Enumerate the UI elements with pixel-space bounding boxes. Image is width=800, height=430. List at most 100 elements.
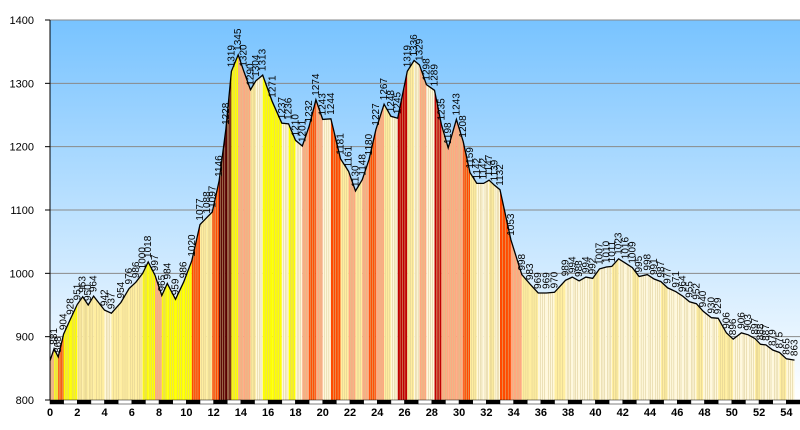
- distance-bar-segment: [281, 399, 296, 405]
- elevation-label: 1319: [226, 45, 237, 68]
- elevation-label: 1181: [335, 133, 346, 155]
- distance-bar-segment: [363, 399, 378, 405]
- x-tick-label: 42: [617, 407, 629, 419]
- distance-bar-segment: [636, 399, 651, 405]
- elevation-label: 1271: [267, 75, 278, 98]
- elevation-label: 976: [124, 267, 135, 284]
- elevation-label: 991: [649, 258, 660, 275]
- elevation-label: 1130: [350, 165, 361, 187]
- elevation-label: 1345: [233, 28, 244, 51]
- distance-bar-segment: [663, 399, 678, 405]
- elevation-label: 964: [89, 275, 100, 292]
- x-tick-label: 0: [47, 407, 53, 419]
- distance-bar-segment: [227, 399, 242, 405]
- elevation-profile-line: [49, 52, 795, 361]
- elevation-label: 1289: [430, 64, 441, 87]
- elevation-label: 1235: [436, 98, 447, 121]
- elevation-label: 963: [78, 276, 89, 293]
- x-tick-label: 14: [235, 407, 248, 419]
- distance-bar-segment: [622, 399, 637, 405]
- x-tick-label: 46: [671, 407, 683, 419]
- distance-bar-segment: [336, 399, 351, 405]
- elevation-label: 964: [678, 275, 689, 292]
- elevation-label: 1147: [484, 154, 495, 176]
- distance-bar-segment: [690, 399, 705, 405]
- elevation-label: 942: [100, 289, 111, 306]
- elevation-label: 868: [53, 336, 64, 353]
- distance-bar-segment: [308, 399, 323, 405]
- elevation-label: 954: [116, 281, 127, 298]
- distance-bar-segment: [499, 399, 514, 405]
- elevation-label: 955: [685, 281, 696, 298]
- elevation-label: 952: [691, 283, 702, 300]
- elevation-label: 1180: [364, 133, 375, 155]
- elevation-label: 950: [83, 284, 94, 301]
- elevation-label: 986: [131, 261, 142, 278]
- distance-bar-segment: [404, 399, 419, 405]
- elevation-label: 986: [179, 261, 190, 278]
- x-tick-label: 10: [180, 407, 192, 419]
- distance-bar-segment: [581, 399, 596, 405]
- distance-bar-segment: [104, 399, 119, 405]
- elevation-label: 970: [550, 271, 561, 288]
- y-tick-label: 1200: [10, 142, 34, 154]
- distance-bar-segment: [717, 399, 733, 405]
- elevation-label: 1244: [326, 92, 337, 115]
- x-tick-label: 44: [644, 407, 657, 419]
- elevation-label: 863: [790, 339, 800, 356]
- distance-bar-segment: [117, 399, 133, 405]
- x-tick-label: 6: [129, 407, 135, 419]
- elevation-label: 1232: [304, 100, 315, 123]
- elevation-label: 989: [560, 259, 571, 276]
- elevation-label: 951: [72, 283, 83, 300]
- elevation-label: 897: [750, 317, 761, 334]
- x-tick-label: 4: [101, 407, 108, 419]
- elevation-label: 1245: [393, 91, 404, 114]
- elevation-label: 997: [150, 254, 161, 271]
- distance-bar-segment: [322, 399, 337, 405]
- distance-bar-segment: [186, 399, 201, 405]
- distance-bar-segment: [595, 399, 610, 405]
- elevation-label: 888: [755, 323, 766, 340]
- elevation-label: 1077: [195, 198, 206, 221]
- elevation-label: 1298: [421, 58, 432, 81]
- distance-bar-segment: [445, 399, 460, 405]
- distance-bar-segment: [758, 399, 773, 405]
- elevation-label: 1236: [284, 97, 295, 120]
- y-tick-label: 1300: [10, 78, 34, 90]
- x-tick-label: 20: [317, 407, 329, 419]
- x-tick-label: 48: [698, 407, 710, 419]
- distance-bar-segment: [458, 399, 473, 405]
- x-tick-label: 28: [426, 407, 438, 419]
- elevation-label: 971: [671, 271, 682, 288]
- elevation-label: 906: [736, 312, 747, 329]
- distance-bar-segment: [608, 399, 623, 405]
- x-tick-label: 52: [753, 407, 765, 419]
- elevation-label: 992: [588, 257, 599, 274]
- distance-bar-segment: [267, 399, 283, 405]
- elevation-label: 987: [656, 260, 667, 277]
- distance-bar-segment: [349, 399, 364, 405]
- elevation-label: 865: [781, 338, 792, 355]
- elevation-label: 988: [574, 260, 585, 277]
- distance-bar-segment: [90, 399, 105, 405]
- elevation-label: 1274: [311, 73, 322, 96]
- elevation-label: 1336: [409, 34, 420, 57]
- elevation-label: 930: [706, 297, 717, 314]
- elevation-label: 1142: [479, 157, 490, 179]
- distance-bar-segment: [731, 399, 746, 405]
- elevation-label: 904: [59, 313, 70, 330]
- y-tick-label: 900: [16, 332, 34, 344]
- distance-bar-segment: [417, 399, 433, 405]
- x-tick-label: 50: [726, 407, 738, 419]
- distance-bar-segment: [554, 399, 569, 405]
- distance-bar-segment: [649, 399, 664, 405]
- x-tick-label: 24: [371, 407, 384, 419]
- elevation-label: 1148: [357, 154, 368, 176]
- x-axis-distance-bar: [49, 399, 800, 405]
- x-tick-label: 34: [508, 407, 521, 419]
- elevation-label: 1210: [290, 114, 301, 137]
- elevation-label: 1132: [495, 164, 506, 186]
- elevation-label: 1007: [595, 242, 606, 265]
- elevation-label: 896: [728, 318, 739, 335]
